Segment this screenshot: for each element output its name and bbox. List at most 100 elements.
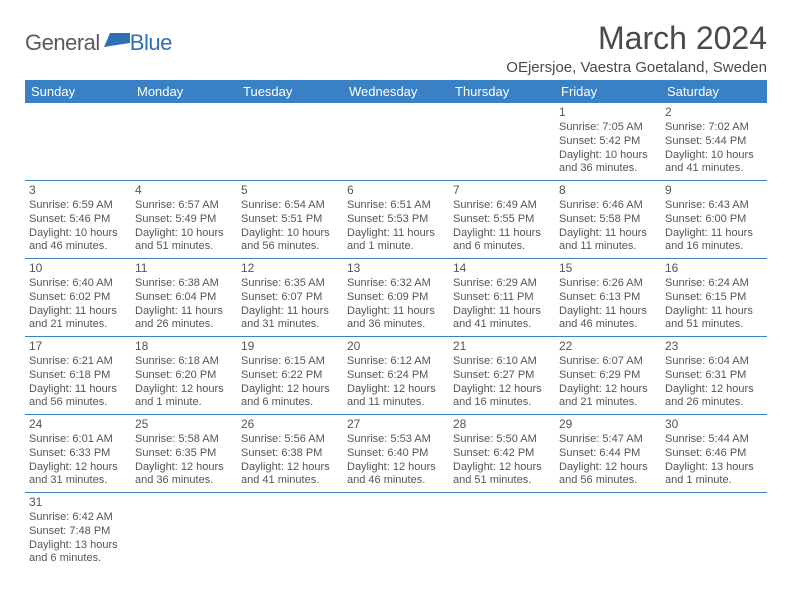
day-number: 17 (29, 339, 127, 354)
sunrise-text: Sunrise: 6:18 AM (135, 355, 233, 369)
day-number: 23 (665, 339, 763, 354)
sunset-text: Sunset: 6:07 PM (241, 291, 339, 305)
daylight-text: and 16 minutes. (665, 240, 763, 254)
sunset-text: Sunset: 6:27 PM (453, 369, 551, 383)
sunset-text: Sunset: 6:22 PM (241, 369, 339, 383)
day-number: 13 (347, 261, 445, 276)
daylight-text: Daylight: 13 hours (29, 539, 127, 553)
daylight-text: and 1 minute. (347, 240, 445, 254)
daylight-text: Daylight: 11 hours (559, 227, 657, 241)
calendar-day: 10Sunrise: 6:40 AMSunset: 6:02 PMDayligh… (25, 259, 131, 337)
sunrise-text: Sunrise: 6:54 AM (241, 199, 339, 213)
daylight-text: Daylight: 10 hours (241, 227, 339, 241)
day-number: 15 (559, 261, 657, 276)
sunset-text: Sunset: 5:53 PM (347, 213, 445, 227)
daylight-text: Daylight: 10 hours (665, 149, 763, 163)
sunrise-text: Sunrise: 6:24 AM (665, 277, 763, 291)
day-header: Sunday (25, 80, 131, 103)
daylight-text: Daylight: 11 hours (665, 305, 763, 319)
sunrise-text: Sunrise: 6:21 AM (29, 355, 127, 369)
daylight-text: Daylight: 10 hours (29, 227, 127, 241)
daylight-text: and 26 minutes. (135, 318, 233, 332)
sunrise-text: Sunrise: 5:53 AM (347, 433, 445, 447)
day-number: 7 (453, 183, 551, 198)
calendar-empty (343, 493, 449, 571)
day-number: 3 (29, 183, 127, 198)
sunset-text: Sunset: 6:00 PM (665, 213, 763, 227)
sunset-text: Sunset: 6:13 PM (559, 291, 657, 305)
day-header: Friday (555, 80, 661, 103)
calendar-day: 22Sunrise: 6:07 AMSunset: 6:29 PMDayligh… (555, 337, 661, 415)
day-number: 27 (347, 417, 445, 432)
sunrise-text: Sunrise: 6:07 AM (559, 355, 657, 369)
logo: General Blue (25, 20, 172, 56)
daylight-text: Daylight: 11 hours (453, 305, 551, 319)
logo-text-blue: Blue (130, 30, 172, 56)
calendar-day: 2Sunrise: 7:02 AMSunset: 5:44 PMDaylight… (661, 103, 767, 181)
day-number: 22 (559, 339, 657, 354)
daylight-text: Daylight: 12 hours (241, 383, 339, 397)
day-number: 8 (559, 183, 657, 198)
day-number: 5 (241, 183, 339, 198)
calendar-day: 31Sunrise: 6:42 AMSunset: 7:48 PMDayligh… (25, 493, 131, 571)
sunrise-text: Sunrise: 6:29 AM (453, 277, 551, 291)
sunrise-text: Sunrise: 5:58 AM (135, 433, 233, 447)
sunset-text: Sunset: 6:31 PM (665, 369, 763, 383)
day-number: 12 (241, 261, 339, 276)
sunrise-text: Sunrise: 5:56 AM (241, 433, 339, 447)
calendar-week: 31Sunrise: 6:42 AMSunset: 7:48 PMDayligh… (25, 493, 767, 571)
daylight-text: and 6 minutes. (453, 240, 551, 254)
calendar-empty (555, 493, 661, 571)
daylight-text: and 46 minutes. (29, 240, 127, 254)
day-number: 26 (241, 417, 339, 432)
daylight-text: and 31 minutes. (241, 318, 339, 332)
calendar-day: 19Sunrise: 6:15 AMSunset: 6:22 PMDayligh… (237, 337, 343, 415)
day-header: Monday (131, 80, 237, 103)
sunset-text: Sunset: 6:29 PM (559, 369, 657, 383)
daylight-text: Daylight: 12 hours (29, 461, 127, 475)
daylight-text: Daylight: 11 hours (453, 227, 551, 241)
day-number: 16 (665, 261, 763, 276)
calendar-day: 28Sunrise: 5:50 AMSunset: 6:42 PMDayligh… (449, 415, 555, 493)
sunset-text: Sunset: 6:09 PM (347, 291, 445, 305)
title-block: March 2024 OEjersjoe, Vaestra Goetaland,… (506, 20, 767, 76)
day-header: Wednesday (343, 80, 449, 103)
daylight-text: and 6 minutes. (241, 396, 339, 410)
calendar-table: SundayMondayTuesdayWednesdayThursdayFrid… (25, 80, 767, 570)
day-header: Saturday (661, 80, 767, 103)
sunset-text: Sunset: 5:44 PM (665, 135, 763, 149)
sunrise-text: Sunrise: 6:10 AM (453, 355, 551, 369)
calendar-day: 7Sunrise: 6:49 AMSunset: 5:55 PMDaylight… (449, 181, 555, 259)
sunset-text: Sunset: 5:58 PM (559, 213, 657, 227)
daylight-text: and 26 minutes. (665, 396, 763, 410)
daylight-text: Daylight: 11 hours (347, 305, 445, 319)
sunrise-text: Sunrise: 5:47 AM (559, 433, 657, 447)
day-number: 1 (559, 105, 657, 120)
sunrise-text: Sunrise: 5:44 AM (665, 433, 763, 447)
sunrise-text: Sunrise: 6:57 AM (135, 199, 233, 213)
sunrise-text: Sunrise: 6:43 AM (665, 199, 763, 213)
daylight-text: and 36 minutes. (347, 318, 445, 332)
daylight-text: and 51 minutes. (665, 318, 763, 332)
calendar-day: 9Sunrise: 6:43 AMSunset: 6:00 PMDaylight… (661, 181, 767, 259)
daylight-text: and 51 minutes. (135, 240, 233, 254)
daylight-text: and 1 minute. (135, 396, 233, 410)
logo-text-general: General (25, 30, 100, 56)
calendar-day: 13Sunrise: 6:32 AMSunset: 6:09 PMDayligh… (343, 259, 449, 337)
daylight-text: Daylight: 11 hours (241, 305, 339, 319)
day-number: 18 (135, 339, 233, 354)
calendar-day: 8Sunrise: 6:46 AMSunset: 5:58 PMDaylight… (555, 181, 661, 259)
sunrise-text: Sunrise: 6:59 AM (29, 199, 127, 213)
daylight-text: and 11 minutes. (347, 396, 445, 410)
day-number: 28 (453, 417, 551, 432)
sunset-text: Sunset: 6:20 PM (135, 369, 233, 383)
sunset-text: Sunset: 6:11 PM (453, 291, 551, 305)
calendar-day: 25Sunrise: 5:58 AMSunset: 6:35 PMDayligh… (131, 415, 237, 493)
calendar-day: 16Sunrise: 6:24 AMSunset: 6:15 PMDayligh… (661, 259, 767, 337)
daylight-text: Daylight: 12 hours (347, 383, 445, 397)
daylight-text: and 46 minutes. (559, 318, 657, 332)
calendar-day: 5Sunrise: 6:54 AMSunset: 5:51 PMDaylight… (237, 181, 343, 259)
day-number: 25 (135, 417, 233, 432)
calendar-empty (237, 103, 343, 181)
daylight-text: Daylight: 12 hours (665, 383, 763, 397)
